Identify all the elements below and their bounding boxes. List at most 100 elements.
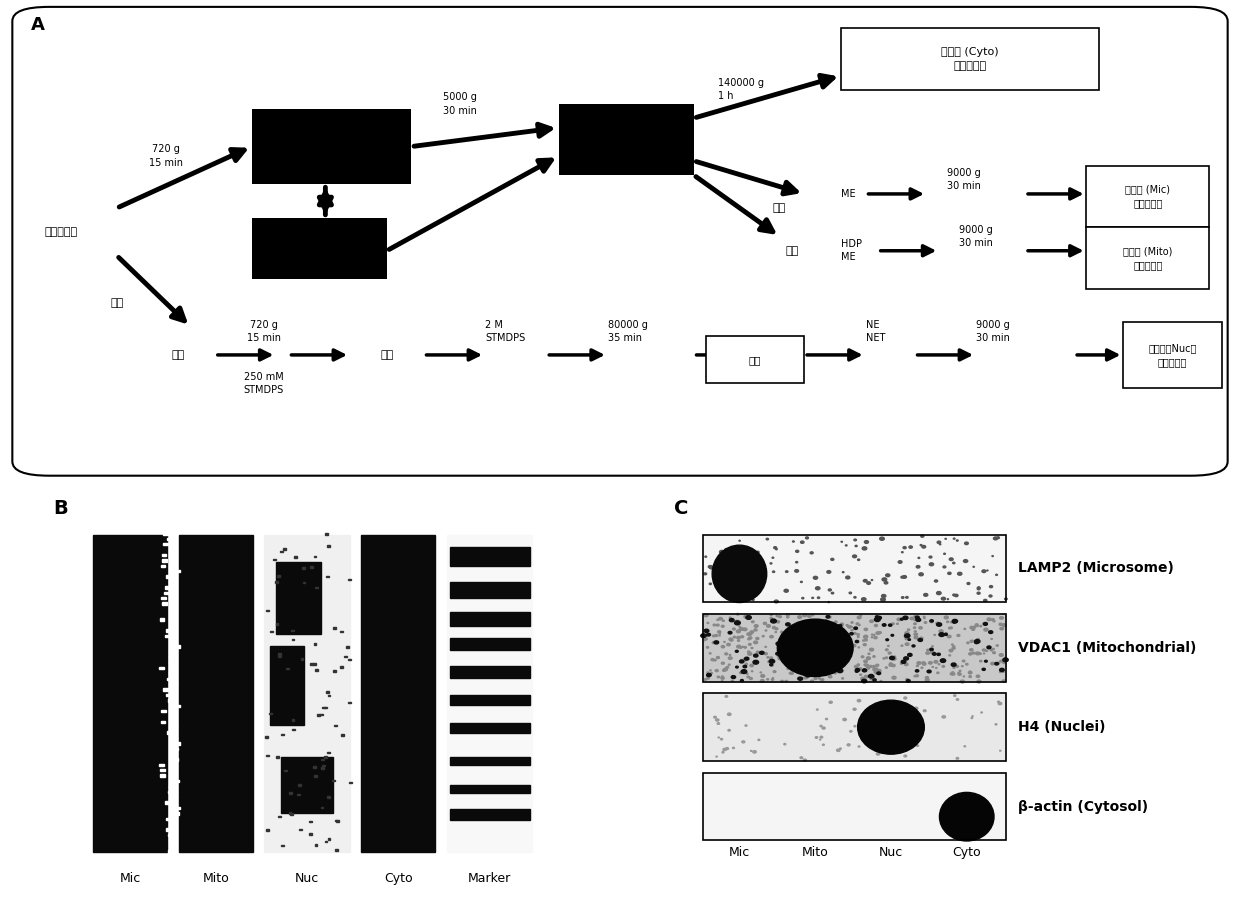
Circle shape (779, 658, 781, 659)
Circle shape (718, 630, 720, 633)
Circle shape (744, 658, 749, 660)
Circle shape (980, 625, 982, 627)
Circle shape (722, 676, 723, 677)
Bar (327, 751, 330, 753)
Circle shape (956, 540, 959, 541)
Circle shape (823, 651, 826, 653)
Circle shape (841, 645, 843, 646)
Circle shape (924, 710, 926, 712)
Circle shape (998, 703, 1002, 704)
Bar (334, 724, 337, 726)
Circle shape (903, 706, 905, 708)
Circle shape (820, 725, 822, 727)
Bar (171, 624, 175, 626)
Circle shape (833, 657, 837, 658)
Circle shape (991, 662, 994, 665)
Circle shape (722, 620, 724, 621)
FancyBboxPatch shape (1086, 166, 1209, 227)
Circle shape (751, 671, 753, 672)
Text: HDP
ME: HDP ME (841, 239, 862, 262)
Bar (450, 638, 529, 649)
Circle shape (977, 680, 981, 683)
Bar (166, 694, 171, 696)
Circle shape (869, 649, 874, 651)
Circle shape (849, 632, 853, 635)
Circle shape (983, 600, 987, 602)
Circle shape (874, 624, 878, 627)
Circle shape (786, 648, 791, 650)
Bar (450, 785, 529, 793)
Circle shape (753, 750, 756, 753)
Circle shape (921, 662, 925, 664)
Circle shape (925, 678, 929, 681)
Circle shape (862, 679, 867, 683)
Bar (345, 656, 347, 658)
Circle shape (988, 630, 993, 633)
Circle shape (983, 629, 988, 631)
Bar (309, 833, 311, 835)
Circle shape (801, 643, 804, 646)
Circle shape (936, 622, 941, 626)
Bar (322, 765, 325, 767)
Circle shape (775, 631, 776, 632)
Circle shape (894, 656, 895, 657)
Circle shape (864, 628, 868, 630)
Circle shape (866, 665, 868, 666)
Circle shape (789, 640, 791, 642)
Circle shape (728, 730, 730, 732)
Circle shape (737, 597, 740, 600)
Circle shape (786, 613, 790, 616)
Circle shape (928, 670, 931, 673)
Circle shape (925, 676, 929, 678)
Circle shape (790, 629, 794, 630)
Bar (179, 535, 253, 852)
Circle shape (905, 678, 909, 680)
Circle shape (867, 582, 870, 584)
Circle shape (921, 535, 924, 538)
Bar (325, 841, 327, 842)
Circle shape (904, 635, 909, 638)
Circle shape (904, 755, 906, 757)
Bar (273, 558, 275, 560)
Bar (169, 850, 172, 852)
Bar (164, 592, 169, 594)
Bar (170, 613, 175, 615)
Circle shape (748, 652, 751, 655)
Circle shape (856, 670, 858, 672)
Circle shape (725, 548, 728, 550)
FancyBboxPatch shape (1123, 322, 1221, 388)
Circle shape (971, 718, 972, 719)
Circle shape (723, 669, 725, 671)
Circle shape (707, 633, 711, 636)
Circle shape (877, 631, 880, 634)
Circle shape (718, 565, 722, 566)
Circle shape (918, 639, 923, 641)
Circle shape (709, 670, 712, 671)
Circle shape (914, 630, 916, 632)
Circle shape (822, 744, 825, 745)
Bar (703, 535, 1006, 603)
Circle shape (985, 660, 987, 662)
Bar (348, 702, 351, 704)
Circle shape (833, 642, 836, 644)
Bar (164, 688, 167, 691)
Bar (170, 548, 175, 551)
Text: Mic: Mic (729, 846, 750, 860)
Circle shape (787, 667, 790, 669)
Circle shape (701, 634, 707, 638)
Circle shape (919, 573, 924, 575)
Circle shape (905, 631, 909, 634)
Circle shape (792, 638, 796, 640)
Circle shape (704, 573, 707, 575)
Bar (267, 610, 269, 612)
Bar (321, 767, 324, 769)
Circle shape (763, 636, 764, 637)
Circle shape (885, 649, 888, 650)
Circle shape (722, 751, 724, 753)
Circle shape (828, 602, 830, 603)
Circle shape (724, 653, 728, 655)
Bar (172, 737, 177, 740)
Bar (161, 565, 165, 567)
Circle shape (929, 557, 932, 558)
Circle shape (962, 660, 965, 662)
